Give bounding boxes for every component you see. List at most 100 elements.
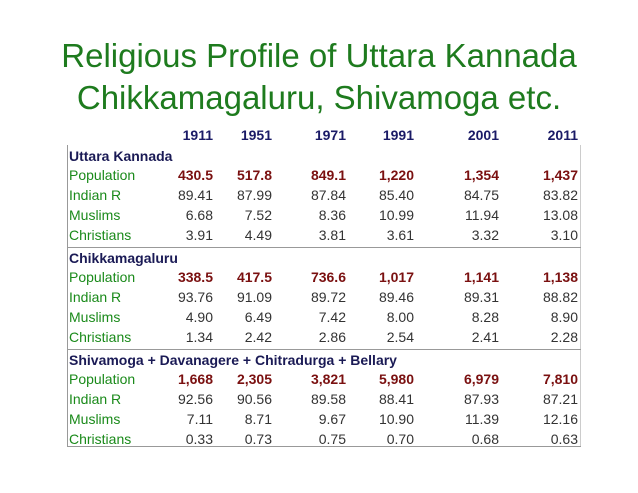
cell-value: 6,979	[463, 371, 499, 387]
cell-value: 6.49	[244, 309, 272, 325]
cell-value: 0.33	[185, 431, 213, 447]
cell-value: 10.90	[378, 411, 414, 427]
section-name: Chikkamagaluru	[69, 250, 178, 266]
cell-value: 91.09	[236, 289, 272, 305]
cell-value: 2.86	[318, 329, 346, 345]
cell-value: 87.93	[463, 391, 499, 407]
cell-value: 517.8	[236, 167, 272, 183]
cell-value: 1,437	[542, 167, 578, 183]
cell-value: 89.46	[378, 289, 414, 305]
cell-value: 7.42	[318, 309, 346, 325]
year-header: 1971	[314, 127, 346, 143]
cell-value: 3.10	[550, 227, 578, 243]
row-label: Population	[69, 269, 136, 285]
cell-value: 338.5	[177, 269, 213, 285]
cell-value: 13.08	[542, 207, 578, 223]
year-header: 1911	[182, 127, 213, 143]
cell-value: 89.41	[177, 187, 213, 203]
cell-value: 84.75	[463, 187, 499, 203]
cell-value: 7,810	[542, 371, 578, 387]
cell-value: 88.41	[378, 391, 414, 407]
cell-value: 89.72	[310, 289, 346, 305]
cell-value: 2.28	[550, 329, 578, 345]
cell-value: 87.21	[542, 391, 578, 407]
cell-value: 89.31	[463, 289, 499, 305]
title: Religious Profile of Uttara Kannada	[61, 37, 577, 74]
cell-value: 3.32	[471, 227, 499, 243]
cell-value: 8.00	[386, 309, 414, 325]
year-header: 2001	[467, 127, 499, 143]
row-label: Indian R	[69, 391, 122, 407]
cell-value: 12.16	[542, 411, 578, 427]
row-label: Population	[69, 371, 136, 387]
row-label: Population	[69, 167, 136, 183]
cell-value: 2.41	[471, 329, 499, 345]
cell-value: 10.99	[378, 207, 414, 223]
row-label: Indian R	[69, 289, 122, 305]
cell-value: 3,821	[310, 371, 346, 387]
cell-value: 87.99	[236, 187, 272, 203]
table-border	[67, 145, 68, 447]
cell-value: 0.68	[471, 431, 499, 447]
cell-value: 93.76	[177, 289, 213, 305]
cell-value: 92.56	[177, 391, 213, 407]
cell-value: 2.42	[244, 329, 272, 345]
cell-value: 3.81	[318, 227, 346, 243]
cell-value: 89.58	[310, 391, 346, 407]
cell-value: 8.36	[318, 207, 346, 223]
cell-value: 3.91	[185, 227, 213, 243]
cell-value: 1,141	[463, 269, 499, 285]
cell-value: 83.82	[542, 187, 578, 203]
year-header: 2011	[547, 127, 578, 143]
row-label: Christians	[69, 329, 132, 345]
cell-value: 4.49	[244, 227, 272, 243]
row-label: Muslims	[69, 309, 121, 325]
cell-value: 736.6	[310, 269, 346, 285]
cell-value: 0.73	[244, 431, 272, 447]
cell-value: 7.52	[244, 207, 272, 223]
cell-value: 0.63	[550, 431, 578, 447]
cell-value: 1,017	[378, 269, 414, 285]
cell-value: 1,354	[463, 167, 499, 183]
cell-value: 1,138	[542, 269, 578, 285]
cell-value: 11.94	[465, 207, 499, 223]
section-name: Uttara Kannada	[69, 148, 173, 164]
table-border	[580, 145, 581, 447]
row-label: Christians	[69, 431, 132, 447]
table-border	[67, 446, 581, 447]
cell-value: 5,980	[378, 371, 414, 387]
cell-value: 90.56	[236, 391, 272, 407]
cell-value: 6.68	[185, 207, 213, 223]
cell-value: 0.70	[386, 431, 414, 447]
cell-value: 849.1	[310, 167, 346, 183]
cell-value: 4.90	[185, 309, 213, 325]
cell-value: 2,305	[236, 371, 272, 387]
cell-value: 9.67	[318, 411, 346, 427]
cell-value: 3.61	[386, 227, 414, 243]
cell-value: 2.54	[386, 329, 414, 345]
section-name: Shivamoga + Davanagere + Chitradurga + B…	[69, 352, 397, 368]
row-label: Christians	[69, 227, 132, 243]
cell-value: 87.84	[310, 187, 346, 203]
cell-value: 1,668	[177, 371, 213, 387]
title: Chikkamagaluru, Shivamoga etc.	[76, 79, 562, 116]
cell-value: 0.75	[318, 431, 346, 447]
section-divider	[67, 349, 581, 350]
cell-value: 8.71	[244, 411, 272, 427]
cell-value: 1.34	[185, 329, 213, 345]
cell-value: 1,220	[378, 167, 414, 183]
cell-value: 417.5	[236, 269, 272, 285]
row-label: Muslims	[69, 411, 121, 427]
cell-value: 7.11	[186, 411, 213, 427]
cell-value: 8.28	[471, 309, 499, 325]
year-header: 1991	[382, 127, 414, 143]
cell-value: 85.40	[378, 187, 414, 203]
cell-value: 8.90	[550, 309, 578, 325]
row-label: Indian R	[69, 187, 122, 203]
cell-value: 88.82	[542, 289, 578, 305]
cell-value: 11.39	[465, 411, 499, 427]
cell-value: 430.5	[177, 167, 213, 183]
row-label: Muslims	[69, 207, 121, 223]
section-divider	[67, 247, 581, 248]
